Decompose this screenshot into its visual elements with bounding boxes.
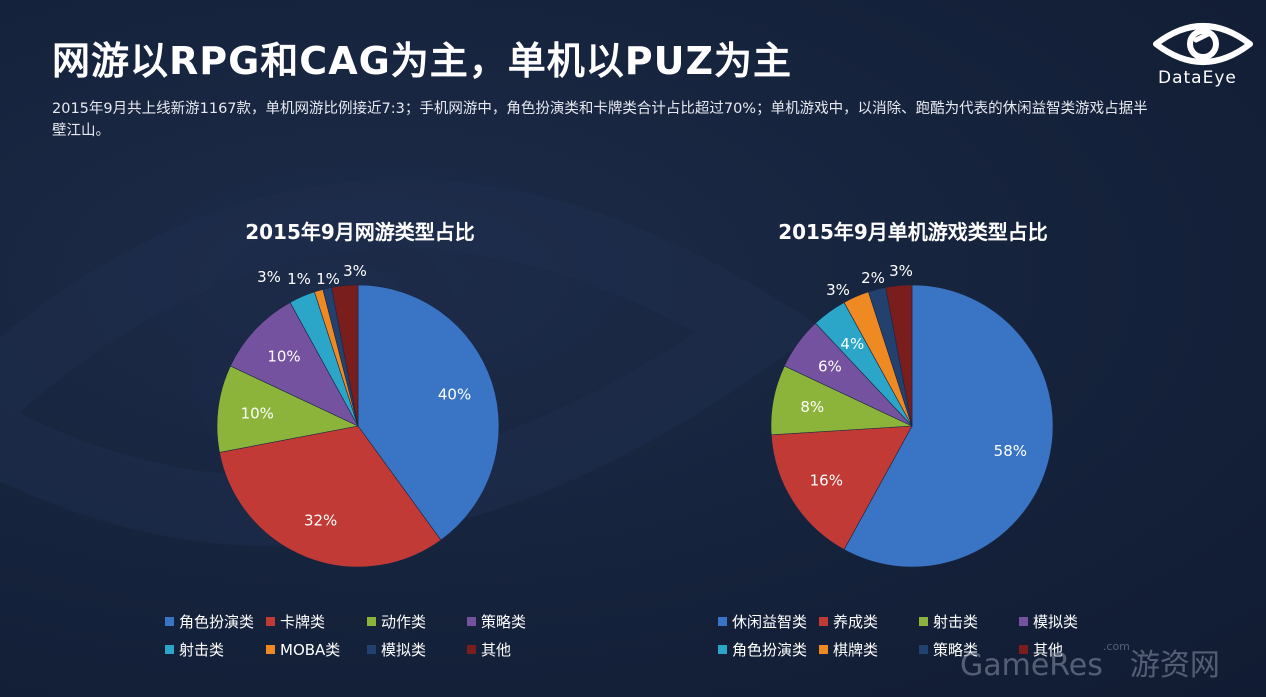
pie-slice-0-7 xyxy=(331,284,359,427)
legend-item-0-1: 卡牌类 xyxy=(266,611,325,632)
legend-label: MOBA类 xyxy=(280,641,341,659)
pie-label-1-7: 3% xyxy=(889,262,913,280)
legend-swatch xyxy=(1019,645,1028,654)
legend-label: 射击类 xyxy=(933,613,979,631)
legend-label: 模拟类 xyxy=(381,641,427,659)
legend-item-1-0: 休闲益智类 xyxy=(718,611,807,632)
pie-label-1-6: 2% xyxy=(861,269,885,287)
legend-swatch xyxy=(367,645,376,654)
pie-chart-0: 40%32%10%10%3% 1% 1% 3% xyxy=(216,262,500,568)
legend-label: 角色扮演类 xyxy=(732,641,808,659)
pie-label-1-5: 3% xyxy=(826,281,850,299)
legend-swatch xyxy=(919,645,928,654)
pie-slice-0-0 xyxy=(357,284,500,541)
legend-swatch xyxy=(718,617,727,626)
legend-label: 棋牌类 xyxy=(833,641,879,659)
legend-item-1-2: 射击类 xyxy=(919,611,978,632)
legend-swatch xyxy=(367,617,376,626)
pie-chart-1: 58%16%8%6%4%3%2% 3% xyxy=(770,262,1054,568)
logo-text: DataEye xyxy=(1158,68,1237,88)
pie-slice-0-1 xyxy=(219,425,442,568)
legend-item-0-2: 动作类 xyxy=(367,611,426,632)
pie-label-0-5: 1% xyxy=(287,270,311,288)
legend-swatch xyxy=(467,617,476,626)
legend-item-0-3: 策略类 xyxy=(467,611,526,632)
pie-label-0-4: 3% xyxy=(257,268,281,286)
legend-item-0-6: 模拟类 xyxy=(367,639,426,660)
legend-label: 休闲益智类 xyxy=(732,613,808,631)
legend-swatch xyxy=(819,645,828,654)
pie-slice-1-7 xyxy=(885,284,913,427)
legend-item-1-6: 策略类 xyxy=(919,639,978,660)
legend-label: 策略类 xyxy=(933,641,979,659)
legend-label: 养成类 xyxy=(833,613,879,631)
legend-item-1-7: 其他 xyxy=(1019,639,1063,660)
legend-item-1-3: 模拟类 xyxy=(1019,611,1078,632)
legend-item-0-7: 其他 xyxy=(467,639,511,660)
pie-label-0-1: 32% xyxy=(304,511,337,529)
pie-label-0-3: 10% xyxy=(267,348,300,366)
legend-label: 其他 xyxy=(1033,641,1064,659)
pie-label-1-0: 58% xyxy=(994,442,1027,460)
pie-label-1-2: 8% xyxy=(800,398,824,416)
pie-slice-1-1 xyxy=(770,425,913,550)
legend-swatch xyxy=(718,645,727,654)
legend-label: 其他 xyxy=(481,641,512,659)
pie-label-0-0: 40% xyxy=(438,386,471,404)
pie-label-0-7: 3% xyxy=(343,262,367,280)
eye-icon xyxy=(1153,23,1253,65)
legend-swatch xyxy=(266,617,275,626)
legend-swatch xyxy=(919,617,928,626)
legend-label: 动作类 xyxy=(381,613,427,631)
legend-item-1-5: 棋牌类 xyxy=(819,639,878,660)
chart-title-single: 2015年9月单机游戏类型占比 xyxy=(778,220,1048,244)
legend-item-0-5: MOBA类 xyxy=(266,639,340,660)
legend-item-1-1: 养成类 xyxy=(819,611,878,632)
legend-label: 策略类 xyxy=(481,613,527,631)
legend-label: 模拟类 xyxy=(1033,613,1079,631)
pie-label-1-3: 6% xyxy=(818,357,842,375)
legend-swatch xyxy=(165,617,174,626)
legend-item-0-0: 角色扮演类 xyxy=(165,611,254,632)
watermark-com: .com xyxy=(1102,640,1130,653)
page-title: 网游以RPG和CAG为主，单机以PUZ为主 xyxy=(52,39,793,83)
legend-swatch xyxy=(819,617,828,626)
pie-slice-1-0 xyxy=(843,284,1054,568)
legend-swatch xyxy=(266,645,275,654)
watermark-cn: 游资网 xyxy=(1129,648,1220,683)
legend-label: 角色扮演类 xyxy=(179,613,255,631)
pie-label-0-2: 10% xyxy=(241,404,274,422)
page-subtitle: 2015年9月共上线新游1167款，单机网游比例接近7:3；手机网游中，角色扮演… xyxy=(52,101,1148,139)
legend-label: 射击类 xyxy=(179,641,225,659)
watermark: GameRes.com游资网 xyxy=(960,640,1220,684)
pie-slice-0-2 xyxy=(216,365,359,453)
legend-swatch xyxy=(1019,617,1028,626)
pie-label-1-1: 16% xyxy=(810,471,843,489)
legend-item-1-4: 角色扮演类 xyxy=(718,639,807,660)
pie-slice-0-3 xyxy=(230,302,359,427)
legend-label: 卡牌类 xyxy=(280,613,326,631)
pie-label-0-6: 1% xyxy=(316,270,340,288)
chart-title-online: 2015年9月网游类型占比 xyxy=(245,220,475,244)
legend-item-0-4: 射击类 xyxy=(165,639,224,660)
watermark-main: GameRes xyxy=(960,648,1103,683)
legend-swatch xyxy=(467,645,476,654)
pie-label-1-4: 4% xyxy=(840,335,864,353)
legend-swatch xyxy=(165,645,174,654)
